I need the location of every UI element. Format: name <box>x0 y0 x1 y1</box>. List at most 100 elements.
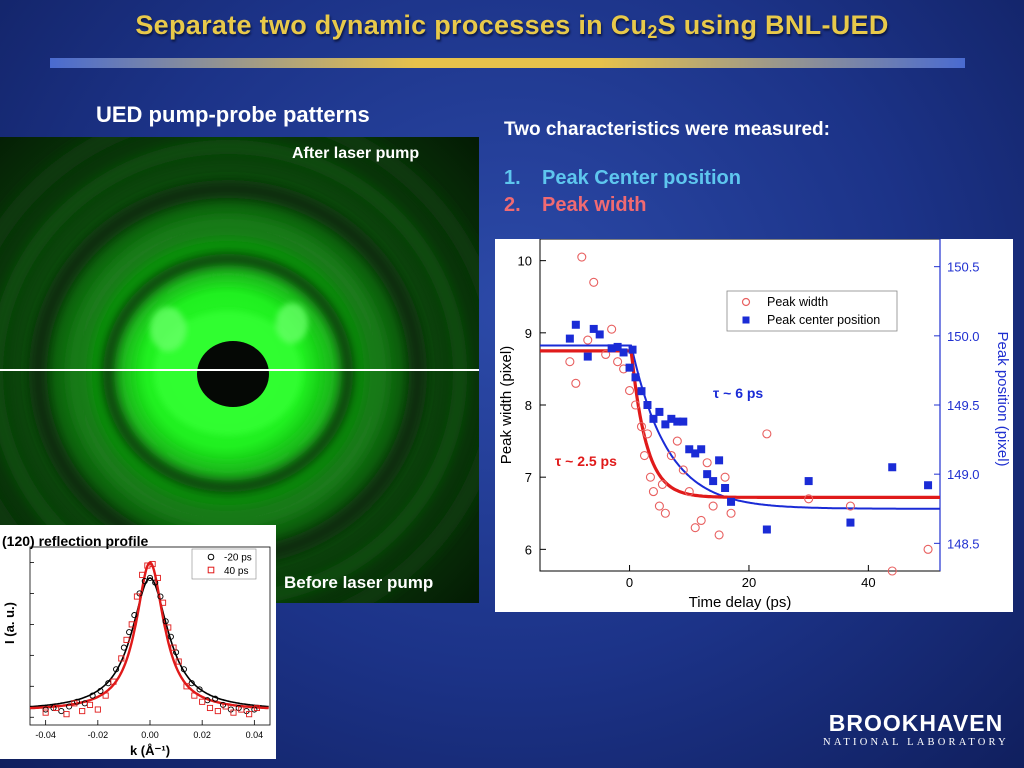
peak-center-point <box>703 470 712 479</box>
inset-fit-curve <box>29 577 269 708</box>
inset-point-40ps <box>123 636 130 643</box>
y-left-tick-label: 10 <box>518 254 532 269</box>
peak-width-point <box>639 450 650 461</box>
list-item-peak-width: 2. Peak width <box>504 194 646 217</box>
peak-width-point <box>923 544 933 554</box>
y-left-tick-label: 9 <box>525 326 532 341</box>
inset-point-neg20ps <box>58 708 65 715</box>
peak-center-point <box>619 348 628 357</box>
inset-point-neg20ps <box>146 574 154 582</box>
peak-width-point <box>645 472 655 482</box>
inset-point-40ps <box>94 706 101 713</box>
inset-point-40ps <box>128 621 135 628</box>
legend-label-center: Peak center position <box>767 313 880 327</box>
inset-point-40ps <box>230 709 237 716</box>
peak-width-point <box>690 523 700 533</box>
x-tick-label: 20 <box>742 575 756 590</box>
peak-center-point <box>628 345 637 354</box>
peak-width-point <box>762 429 772 439</box>
inset-point-40ps <box>110 678 117 685</box>
inset-point-40ps <box>199 698 206 705</box>
y-right-tick-label: 149.0 <box>947 467 980 482</box>
peak-center-point <box>673 417 682 426</box>
peak-width-point <box>636 422 647 432</box>
inset-point-neg20ps <box>113 666 120 673</box>
peak-width-point <box>583 335 593 345</box>
peak-center-point <box>762 525 771 534</box>
inset-point-40ps <box>175 658 182 665</box>
peak-width-point <box>648 487 658 497</box>
inset-point-neg20ps <box>66 703 73 710</box>
title-rest: S using BNL-UED <box>657 10 889 40</box>
list-text-1: Peak Center position <box>542 167 741 189</box>
inset-x-tick-label: -0.02 <box>88 730 109 740</box>
inset-point-40ps <box>214 708 221 715</box>
ued-heading: UED pump-probe patterns <box>96 102 370 127</box>
inset-y-label: I (a. u.) <box>2 602 17 644</box>
peak-center-point <box>691 449 700 458</box>
y-right-tick-label: 149.5 <box>947 398 980 413</box>
peak-width-point <box>672 436 682 446</box>
peak-center-point <box>685 445 694 454</box>
inset-point-neg20ps <box>212 695 219 702</box>
peak-width-point <box>601 349 611 360</box>
inset-point-40ps <box>246 711 253 718</box>
inset-point-40ps <box>71 700 78 707</box>
inset-x-tick-label: 0.00 <box>141 730 159 740</box>
y-left-tick-label: 7 <box>525 470 532 485</box>
peak-width-point <box>571 378 581 388</box>
inset-point-40ps <box>118 655 125 662</box>
peak-center-point <box>607 344 616 353</box>
peak-center-point <box>631 373 640 382</box>
y-left-axis-label: Peak width (pixel) <box>498 346 515 464</box>
y-right-axis-label: Peak position (pixel) <box>994 331 1011 466</box>
peak-center-point <box>715 456 724 465</box>
peak-width-point <box>720 472 730 482</box>
inset-point-neg20ps <box>126 629 133 636</box>
slide-title: Separate two dynamic processes in Cu2S u… <box>0 10 1024 43</box>
time-delay-chart-panel: 0 20 40 6 7 8 9 10 148.5 149.0 149.5 150.0 150.5 Pea… <box>495 238 1013 612</box>
inset-point-neg20ps <box>89 692 96 699</box>
inset-legend-label-neg20: -20 ps <box>224 553 252 564</box>
list-item-peak-center: 1. Peak Center position <box>504 167 741 190</box>
peak-width-point <box>845 501 855 511</box>
inset-legend <box>191 548 257 580</box>
inset-point-40ps <box>102 692 109 699</box>
inset-point-neg20ps <box>120 644 127 651</box>
y-left-tick-label: 6 <box>525 542 532 557</box>
fit-curve <box>540 349 940 499</box>
inset-legend-label-40: 40 ps <box>224 566 248 577</box>
fit-curve <box>540 344 940 510</box>
inset-point-neg20ps <box>141 578 148 585</box>
inset-point-neg20ps <box>196 686 203 693</box>
peak-center-point <box>613 342 622 351</box>
peak-width-point <box>708 501 718 511</box>
inset-point-40ps <box>154 574 161 582</box>
inset-point-40ps <box>222 703 229 710</box>
inset-point-40ps <box>79 708 86 715</box>
peak-width-point <box>666 450 676 461</box>
peak-center-point <box>565 334 574 343</box>
characteristics-heading: Two characteristics were measured: <box>504 119 830 140</box>
peak-center-point <box>661 420 670 429</box>
inset-point-40ps <box>133 593 141 600</box>
inset-point-40ps <box>238 706 245 713</box>
peak-center-point <box>804 477 813 486</box>
peak-center-point <box>727 497 736 506</box>
peak-width-point <box>625 386 635 396</box>
peak-center-point <box>697 445 706 454</box>
peak-center-point <box>571 320 580 329</box>
tau-2p5ps-annotation: τ ~ 2.5 ps <box>555 453 617 469</box>
peak-center-point <box>846 518 855 527</box>
inset-point-40ps <box>139 571 146 578</box>
inset-x-tick-label: 0.02 <box>193 730 211 740</box>
legend-label-width: Peak width <box>767 295 828 309</box>
inset-point-neg20ps <box>180 666 187 673</box>
x-tick-label: 40 <box>861 575 875 590</box>
peak-width-point <box>630 400 641 410</box>
reflection-profile-chart: -0.04 -0.02 0.00 0.02 0.04 -20 ps 40 ps k (Å… <box>2 546 271 758</box>
peak-width-point <box>804 494 814 504</box>
peak-center-point <box>637 387 646 396</box>
before-pump-label: Before laser pump <box>284 573 434 592</box>
inset-point-40ps <box>42 709 49 716</box>
